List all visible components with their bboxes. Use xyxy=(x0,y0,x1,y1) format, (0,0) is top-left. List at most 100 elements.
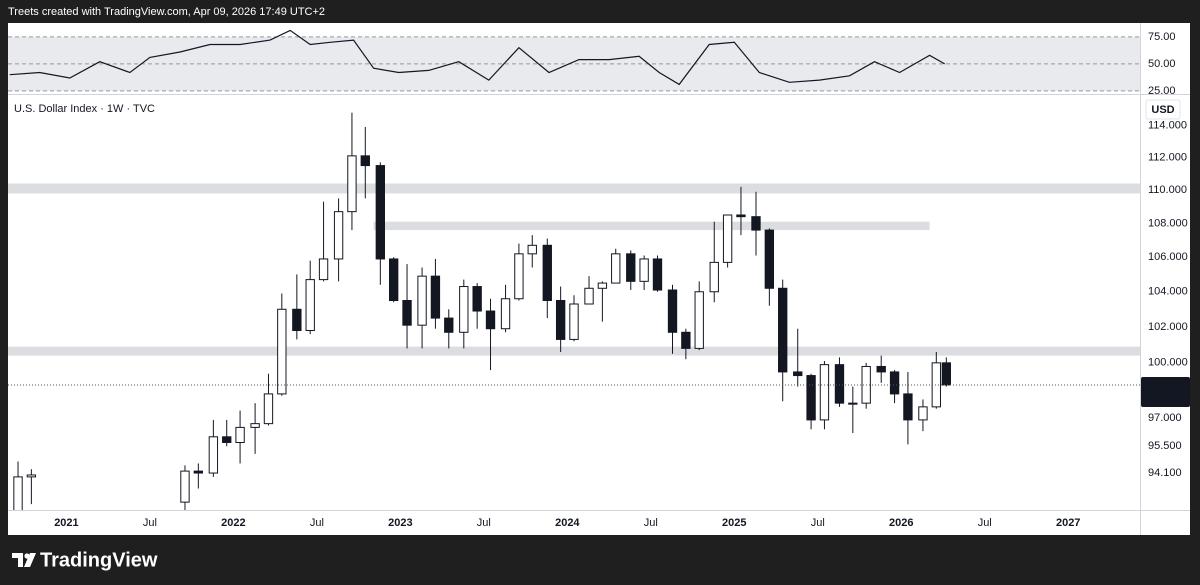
x-tick-label: Jul xyxy=(477,517,491,529)
candle-body xyxy=(444,317,454,333)
candle-body xyxy=(584,287,594,305)
candle-body xyxy=(13,476,23,510)
candle-body xyxy=(208,436,219,474)
candle-body xyxy=(292,308,302,332)
candle-body xyxy=(389,258,399,301)
logo-mark xyxy=(12,553,23,567)
candle-body xyxy=(417,275,427,326)
price-zone xyxy=(8,346,1140,356)
candle-body xyxy=(459,286,469,333)
candle-body xyxy=(472,286,482,312)
x-tick-label: 2023 xyxy=(388,517,412,529)
y-tick-label: 100.000 xyxy=(1148,357,1188,369)
candle-body xyxy=(250,423,260,428)
candle-body xyxy=(375,165,385,260)
logo-slash xyxy=(24,553,36,567)
candle-body xyxy=(277,308,287,395)
rsi-tick-label: 75.00 xyxy=(1148,31,1176,43)
candle-body xyxy=(514,253,524,300)
candle-body xyxy=(527,244,537,255)
candle-body xyxy=(626,253,636,282)
y-tick-label: 108.000 xyxy=(1148,217,1188,229)
currency-label: USD xyxy=(1151,104,1174,116)
x-tick-label: Jul xyxy=(143,517,157,529)
rsi-tick-label: 25.00 xyxy=(1148,85,1176,97)
x-tick-label: Jul xyxy=(310,517,324,529)
x-tick-label: Jul xyxy=(811,517,825,529)
candle-body xyxy=(941,362,951,386)
candle-body xyxy=(848,402,858,405)
candle-body xyxy=(903,393,913,421)
rsi-line xyxy=(9,29,945,86)
footer-logo xyxy=(12,553,36,567)
candle-body xyxy=(819,364,830,421)
rsi-band xyxy=(8,36,1140,91)
candle-body xyxy=(193,470,204,474)
symbol-legend: U.S. Dollar Index · 1W · TVC xyxy=(14,103,155,115)
header-text: Treets created with TradingView.com, Apr… xyxy=(8,6,325,18)
candle-body xyxy=(694,291,704,349)
candle-body xyxy=(235,426,245,443)
y-tick-label: 102.000 xyxy=(1148,321,1188,333)
countdown-label: 1d 8h xyxy=(1150,393,1178,405)
rsi-tick-label: 50.00 xyxy=(1148,58,1176,70)
candle-body xyxy=(26,474,37,478)
y-tick-label: 106.000 xyxy=(1148,251,1188,263)
candle-body xyxy=(542,244,552,301)
candle-body xyxy=(889,371,900,395)
y-tick-label: 104.000 xyxy=(1148,286,1188,298)
y-tick-label: 97.000 xyxy=(1148,412,1182,424)
chart-area xyxy=(8,23,1190,535)
candle-body xyxy=(793,371,803,377)
candle-body xyxy=(222,436,232,443)
candle-body xyxy=(778,287,788,373)
y-tick-label: 94.100 xyxy=(1148,467,1182,479)
x-tick-label: Jul xyxy=(978,517,992,529)
candle-body xyxy=(876,365,886,373)
price-pane: 2021 Jul 2022 Jul 2023 Jul 2024 Jul 2025 Jul 2026 J… xyxy=(8,112,1190,529)
last-price-label: 98.786 xyxy=(1148,379,1182,391)
rsi-pane: 75.00 50.00 25.00 xyxy=(8,29,1176,97)
candle-body xyxy=(751,216,761,231)
candle-body xyxy=(569,303,579,340)
price-zone xyxy=(373,221,930,231)
x-tick-label: 2022 xyxy=(221,517,245,529)
candle-body xyxy=(333,211,344,260)
currency-box[interactable] xyxy=(1145,99,1181,120)
candle-body xyxy=(500,298,511,330)
candle-body xyxy=(611,253,621,284)
x-tick-label: 2027 xyxy=(1056,517,1080,529)
x-tick-label: Jul xyxy=(644,517,658,529)
y-tick-label: 95.500 xyxy=(1148,440,1182,452)
x-tick-label: 2026 xyxy=(889,517,913,529)
candle-body xyxy=(806,375,816,421)
candle-body xyxy=(736,214,746,218)
y-tick-label: 110.000 xyxy=(1148,184,1187,196)
candle-body xyxy=(263,393,274,425)
candle-body xyxy=(597,282,608,289)
x-tick-label: 2021 xyxy=(54,517,78,529)
candle-body xyxy=(834,364,845,404)
candle-body xyxy=(918,406,928,421)
candle-body xyxy=(722,214,733,263)
candle-body xyxy=(347,155,357,213)
candle-body xyxy=(667,289,678,333)
candle-body xyxy=(430,275,441,319)
candle-body xyxy=(555,299,566,340)
candle-body xyxy=(652,258,663,291)
footer-brand: TradingView xyxy=(40,549,158,571)
y-tick-label: 112.000 xyxy=(1148,151,1187,163)
x-tick-label: 2025 xyxy=(722,517,746,529)
candle-body xyxy=(764,229,775,289)
candle-body xyxy=(709,261,719,293)
candle-body xyxy=(180,470,190,503)
y-tick-label: 114.000 xyxy=(1148,119,1187,131)
candle-body xyxy=(485,310,496,330)
x-tick-label: 2024 xyxy=(555,517,580,529)
plot xyxy=(8,112,1140,510)
candle-body xyxy=(402,299,412,326)
candle-body xyxy=(360,155,370,167)
candle-body xyxy=(681,331,691,349)
